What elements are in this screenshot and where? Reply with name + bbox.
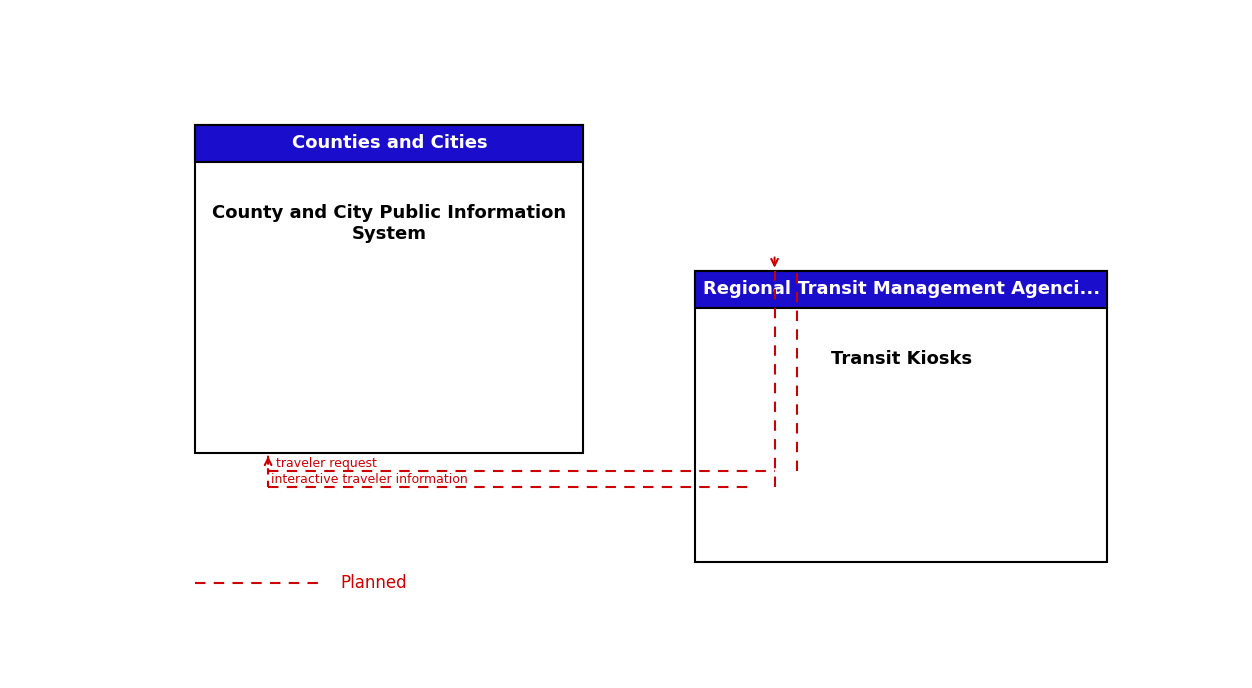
Bar bbox=[695, 270, 1107, 308]
Text: Planned: Planned bbox=[341, 574, 407, 592]
Bar bbox=[695, 270, 1107, 308]
Text: interactive traveler information: interactive traveler information bbox=[270, 473, 468, 486]
Bar bbox=[195, 125, 583, 162]
Text: Counties and Cities: Counties and Cities bbox=[292, 134, 487, 153]
Text: traveler request: traveler request bbox=[275, 457, 377, 470]
Text: County and City Public Information
System: County and City Public Information Syste… bbox=[213, 204, 566, 243]
Text: Transit Kiosks: Transit Kiosks bbox=[830, 350, 972, 368]
Text: Regional Transit Management Agenci...: Regional Transit Management Agenci... bbox=[702, 280, 1099, 298]
Bar bbox=[195, 125, 583, 162]
Bar bbox=[195, 125, 583, 453]
Bar bbox=[695, 270, 1107, 562]
